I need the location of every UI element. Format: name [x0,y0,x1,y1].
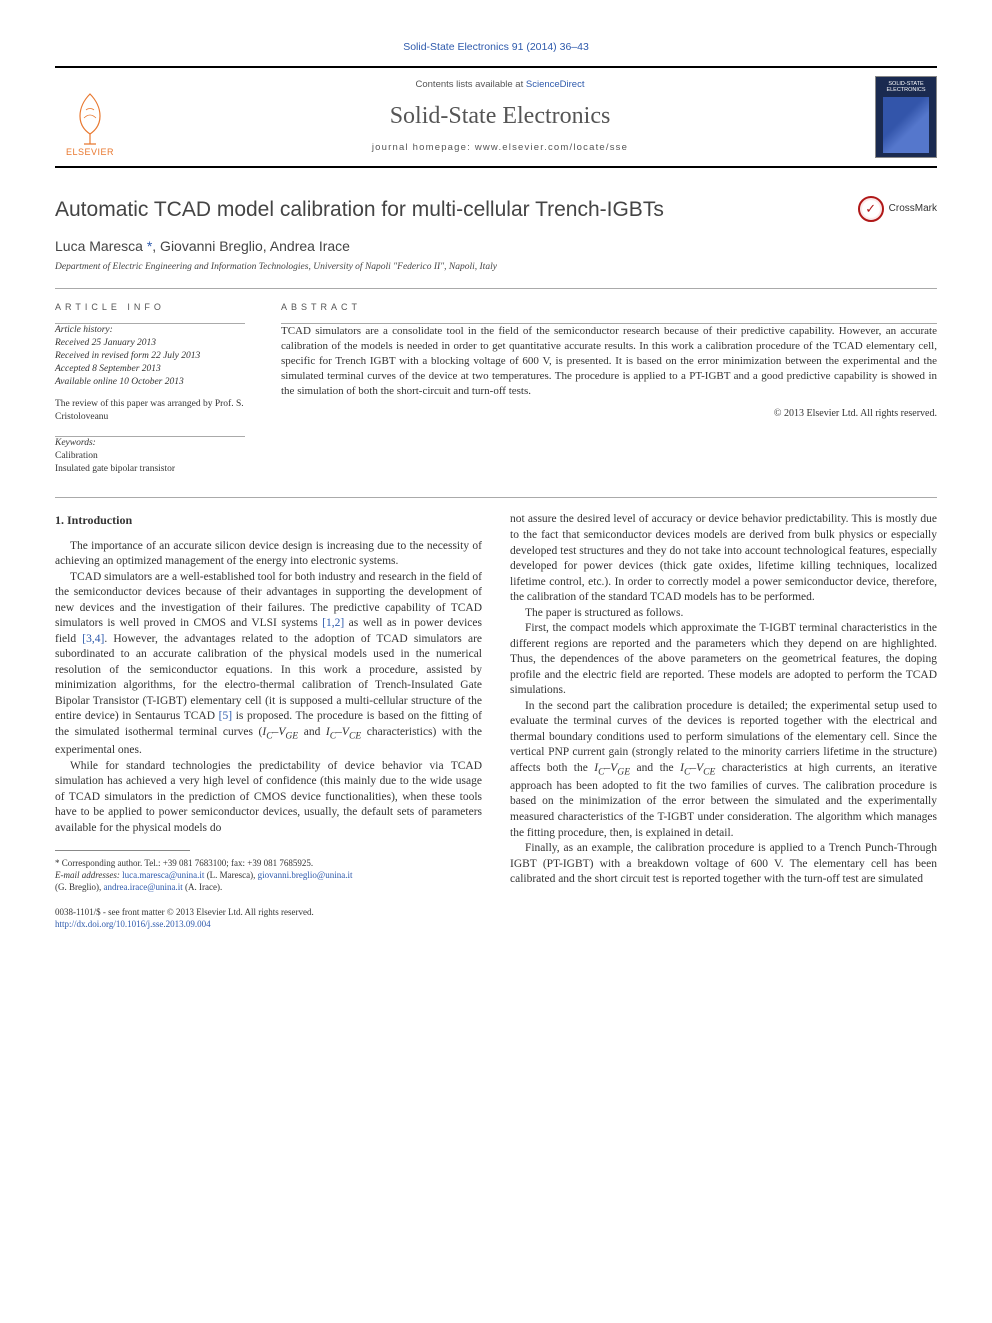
footnote-separator [55,850,190,851]
divider-bottom [55,497,937,498]
left-para-1: TCAD simulators are a well-established t… [55,570,482,759]
history-label: Article history: [55,324,245,337]
journal-cover-thumbnail: SOLID-STATE ELECTRONICS [875,76,937,158]
article-info-column: ARTICLE INFO Article history: Received 2… [55,301,245,475]
right-para-0: not assure the desired level of accuracy… [510,512,937,605]
footnotes: * Corresponding author. Tel.: +39 081 76… [55,857,482,893]
left-para-0: The importance of an accurate silicon de… [55,539,482,570]
right-para-1: The paper is structured as follows. [510,606,937,622]
history-revised: Received in revised form 22 July 2013 [55,350,245,363]
article-info-section: ARTICLE INFO Article history: Received 2… [55,301,937,475]
crossmark-icon: ✓ [858,196,884,222]
history-accepted: Accepted 8 September 2013 [55,363,245,376]
history-online: Available online 10 October 2013 [55,376,245,389]
email-3[interactable]: andrea.irace@unina.it [104,882,183,892]
abstract-column: ABSTRACT TCAD simulators are a consolida… [281,301,937,475]
homepage-prefix: journal homepage: [372,142,475,153]
left-para-2: While for standard technologies the pred… [55,759,482,837]
elsevier-logo: ELSEVIER [55,76,125,158]
email-1[interactable]: luca.maresca@unina.it [122,870,204,880]
email-1-name: (L. Maresca), [207,870,256,880]
abstract-copyright: © 2013 Elsevier Ltd. All rights reserved… [281,407,937,421]
right-para-2: First, the compact models which approxim… [510,621,937,699]
history-received: Received 25 January 2013 [55,337,245,350]
corresponding-author-line: * Corresponding author. Tel.: +39 081 76… [55,857,482,869]
elsevier-logo-text: ELSEVIER [66,146,114,158]
right-para-4: Finally, as an example, the calibration … [510,841,937,888]
review-note: The review of this paper was arranged by… [55,398,245,424]
journal-homepage-line: journal homepage: www.elsevier.com/locat… [125,142,875,155]
right-para-3: In the second part the calibration proce… [510,699,937,841]
intro-title: 1. Introduction [55,512,482,528]
article-history: Article history: Received 25 January 201… [55,324,245,388]
keywords-block: Keywords: Calibration Insulated gate bip… [55,437,245,475]
issn-line: 0038-1101/$ - see front matter © 2013 El… [55,906,314,918]
email-3-name: (A. Irace). [185,882,222,892]
email-label: E-mail addresses: [55,870,120,880]
email-addresses-line: E-mail addresses: luca.maresca@unina.it … [55,869,482,893]
journal-name: Solid-State Electronics [125,100,875,132]
contents-prefix: Contents lists available at [416,79,526,90]
abstract-text: TCAD simulators are a consolidate tool i… [281,324,937,398]
email-2-name: (G. Breglio), [55,882,101,892]
homepage-url[interactable]: www.elsevier.com/locate/sse [475,142,628,153]
crossmark-badge[interactable]: ✓ CrossMark [858,196,937,222]
article-info-head: ARTICLE INFO [55,301,245,313]
keywords-label: Keywords: [55,437,245,450]
cover-art-icon [883,97,930,153]
crossmark-label: CrossMark [889,202,937,216]
footer-left: 0038-1101/$ - see front matter © 2013 El… [55,906,314,930]
authors-line: Luca Maresca *, Giovanni Breglio, Andrea… [55,237,937,256]
doi-link[interactable]: http://dx.doi.org/10.1016/j.sse.2013.09.… [55,919,211,929]
body-columns: 1. Introduction The importance of an acc… [55,512,937,893]
article-title: Automatic TCAD model calibration for mul… [55,196,664,224]
sciencedirect-link[interactable]: ScienceDirect [526,79,585,90]
email-2[interactable]: giovanni.breglio@unina.it [258,870,353,880]
right-column: not assure the desired level of accuracy… [510,512,937,893]
journal-header: ELSEVIER Contents lists available at Sci… [55,66,937,168]
abstract-head: ABSTRACT [281,301,937,313]
divider-top [55,288,937,289]
page-footer: 0038-1101/$ - see front matter © 2013 El… [55,906,937,930]
keyword-2: Insulated gate bipolar transistor [55,463,245,476]
affiliation: Department of Electric Engineering and I… [55,261,937,274]
left-column: 1. Introduction The importance of an acc… [55,512,482,893]
keyword-1: Calibration [55,450,245,463]
header-center: Contents lists available at ScienceDirec… [125,79,875,155]
cover-journal-text: SOLID-STATE ELECTRONICS [880,81,932,93]
elsevier-tree-icon [66,90,114,146]
article-title-row: Automatic TCAD model calibration for mul… [55,196,937,224]
citation-line: Solid-State Electronics 91 (2014) 36–43 [55,40,937,54]
contents-available-line: Contents lists available at ScienceDirec… [125,79,875,92]
